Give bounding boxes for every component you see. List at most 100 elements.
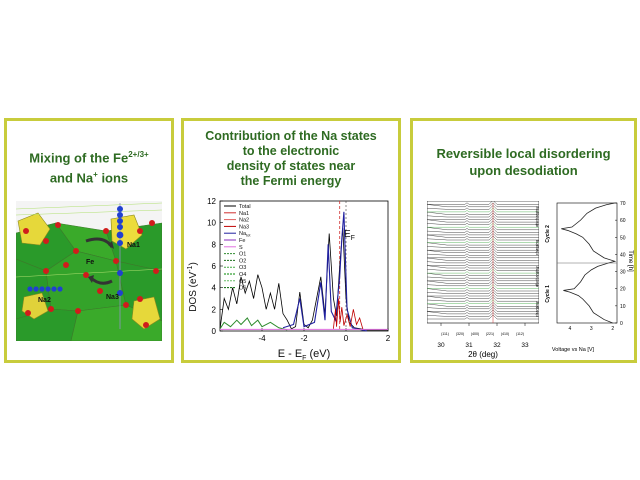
phase-label: charging <box>534 301 539 317</box>
xrd-trace <box>427 263 539 269</box>
xrd-trace <box>427 296 539 302</box>
xrd-trace <box>427 248 539 253</box>
xrd-trace <box>427 284 539 289</box>
panel2-title-line: to the electronic <box>242 144 340 158</box>
xrd-x-tick-label: 31 <box>465 342 473 349</box>
xrd-trace <box>427 243 539 248</box>
xrd-trace <box>427 271 539 276</box>
xrd-peak-label: (111) <box>441 332 449 336</box>
xrd-trace <box>427 235 539 241</box>
xrd-trace <box>427 253 539 259</box>
panel2-title-line: Contribution of the Na states <box>205 129 377 143</box>
dos-series-o <box>219 317 288 331</box>
legend-label: Na3 <box>239 224 249 230</box>
xrd-trace <box>427 202 539 208</box>
dos-xlabel: E - EF (eV) <box>278 348 331 362</box>
dos-y-tick-label: 12 <box>207 197 216 206</box>
legend-label: Total <box>239 204 251 210</box>
xrd-trace <box>427 301 539 307</box>
xrd-trace <box>427 227 539 233</box>
dos-y-tick-label: 10 <box>207 219 216 228</box>
xrd-peak-label: (320) <box>456 332 464 336</box>
time-tick-label: 0 <box>620 321 623 327</box>
xrd-trace <box>427 256 539 261</box>
panel1-title: Mixing of the Fe2+/3+ and Na+ ions <box>7 146 171 187</box>
xrd-trace <box>427 240 539 246</box>
xrd-peak-label: (221) <box>486 332 494 336</box>
voltage-tick-label: 2 <box>611 326 614 332</box>
panel2-title-line: density of states near <box>226 159 356 173</box>
voltage-time-plot: 0 10 20 30 40 50 60 70 4 3 2 Cycle 1 Cycle 2 charging… <box>534 201 633 353</box>
voltage-tick-label: 3 <box>590 326 593 332</box>
xrd-trace <box>427 212 539 218</box>
dos-y-tick-label: 8 <box>212 240 217 249</box>
legend-label: O6 <box>239 286 246 292</box>
dos-x-tick-label: -2 <box>300 334 308 343</box>
legend-label: Fe <box>239 238 245 244</box>
xrd-trace <box>427 205 539 210</box>
label-fe: Fe <box>86 259 94 266</box>
xrd-peak-label: (410) <box>501 332 509 336</box>
xrd-trace <box>427 266 539 271</box>
voltage-curve-line <box>561 202 617 324</box>
label-na1: Na1 <box>127 242 140 249</box>
xrd-trace <box>427 225 539 231</box>
xrd-trace <box>427 220 539 225</box>
dos-y-tick-label: 4 <box>212 284 217 293</box>
fermi-label: EF <box>344 229 355 242</box>
voltage-curve <box>556 202 618 324</box>
xrd-waterfall-plot: 30 31 32 33 (111) (320) (400) (221) (410) (112) 2… <box>427 201 539 359</box>
xrd-trace <box>427 273 539 279</box>
xrd-trace <box>427 258 539 264</box>
legend-label: Na1 <box>239 211 249 217</box>
xrd-trace <box>427 222 539 228</box>
xrd-trace <box>427 281 539 287</box>
xrd-trace <box>427 312 539 317</box>
dos-x-tick-label: 2 <box>386 334 391 343</box>
dos-axes: 0 2 4 6 8 10 12 -4 -2 0 2 <box>207 197 391 343</box>
panel-dos-chart: Contribution of the Na states to the ele… <box>181 118 401 363</box>
cycle-label: Cycle 1 <box>545 285 551 303</box>
xrd-trace <box>427 233 539 238</box>
voltage-ticks: 0 10 20 30 40 50 60 70 4 3 2 Cycle 1 Cycle 2 charging… <box>534 201 626 332</box>
panel2-title: Contribution of the Na states to the ele… <box>184 129 398 189</box>
time-tick-label: 60 <box>620 218 626 224</box>
xrd-trace <box>427 306 539 312</box>
legend-label: Na2 <box>239 218 249 224</box>
panel-reversible-disordering: Reversible local disordering upon desodi… <box>410 118 637 363</box>
panel3-title-line: upon desodiation <box>469 163 578 178</box>
legend-label: O4 <box>239 272 246 278</box>
xrd-peak-label: (112) <box>516 332 524 336</box>
time-ylabel: Time [h] <box>627 250 633 272</box>
xrd-trace <box>427 250 539 256</box>
phase-label: discharging <box>534 206 539 227</box>
time-tick-label: 70 <box>620 201 626 207</box>
dos-chart: 0 2 4 6 8 10 12 -4 -2 0 2 TotalNa1Na2Na3NatotFeSO1… <box>187 197 391 362</box>
time-tick-label: 40 <box>620 252 626 258</box>
panel3-title-line: Reversible local disordering <box>436 146 611 161</box>
dos-x-tick-label: -4 <box>258 334 266 343</box>
legend-label: O2 <box>239 258 246 264</box>
panel2-title-line: the Fermi energy <box>240 174 342 188</box>
label-na3: Na3 <box>106 294 119 301</box>
xrd-trace <box>427 245 539 251</box>
xrd-trace <box>427 286 539 292</box>
dos-y-tick-label: 6 <box>212 262 217 271</box>
legend-label: S <box>239 245 243 251</box>
xrd-x-tick-label: 33 <box>521 342 529 349</box>
xrd-trace <box>427 276 539 282</box>
xrd-x-ticks: 30 31 32 33 (111) (320) (400) (221) (410) (112) <box>437 323 529 349</box>
time-tick-label: 10 <box>620 304 626 310</box>
crystal-structure-image: Na1 Fe Na2 Na3 <box>16 201 162 341</box>
phase-label: charging <box>534 239 539 255</box>
xrd-trace <box>427 291 539 297</box>
voltage-tick-label: 4 <box>568 326 571 332</box>
voltage-xlabel: Voltage vs Na [V] <box>552 347 595 353</box>
xrd-x-tick-label: 32 <box>493 342 501 349</box>
xrd-peak-label: (400) <box>471 332 479 336</box>
xrd-trace <box>427 201 539 205</box>
legend-label: Natot <box>239 231 251 238</box>
legend-label: O1 <box>239 252 246 258</box>
label-na2: Na2 <box>38 297 51 304</box>
xrd-trace <box>427 217 539 223</box>
